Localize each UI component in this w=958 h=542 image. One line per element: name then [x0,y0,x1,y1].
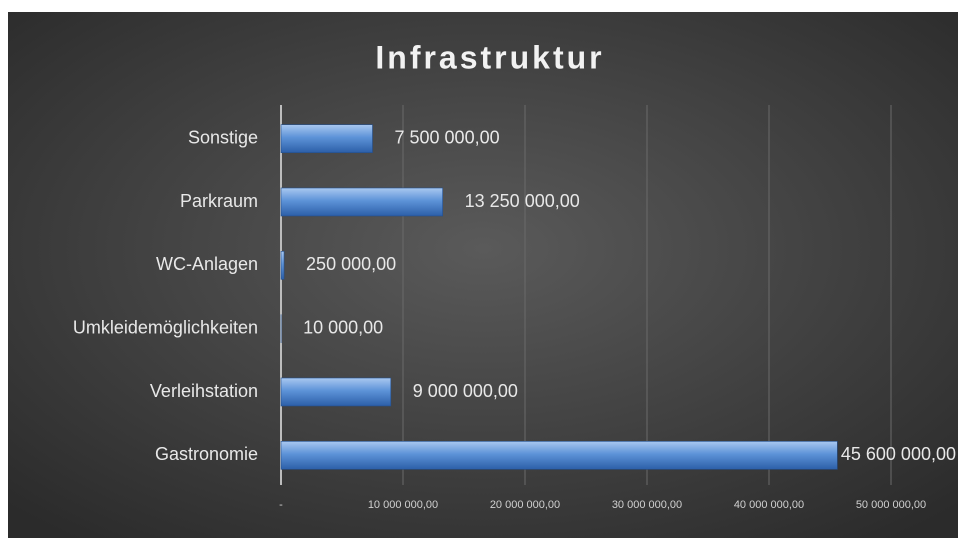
data-label: 7 500 000,00 [395,127,500,147]
bar [280,187,443,217]
y-tick-label: Umkleidemöglichkeiten [73,317,258,337]
data-label: 250 000,00 [306,254,396,274]
chart-title: Infrastruktur [375,39,604,75]
x-tick-label: 10 000 000,00 [368,499,438,511]
data-label: 10 000,00 [303,317,383,337]
y-tick-label: Gastronomie [155,444,258,464]
x-tick-label: 30 000 000,00 [612,499,682,511]
bar [280,377,392,407]
bar [280,124,373,153]
data-label: 45 600 000,00 [841,444,956,464]
x-tick-label: 20 000 000,00 [490,499,560,511]
data-label: 9 000 000,00 [413,381,518,401]
x-tick-label: 40 000 000,00 [734,499,804,511]
y-tick-label: Parkraum [180,191,258,211]
bar [280,441,838,470]
bar [280,251,285,280]
y-tick-label: Sonstige [188,127,258,147]
y-tick-label: Verleihstation [150,381,258,401]
x-tick-label: 50 000 000,00 [856,499,926,511]
x-tick-label: - [279,499,283,511]
data-label: 13 250 000,00 [465,191,580,211]
y-tick-label: WC-Anlagen [156,254,258,274]
